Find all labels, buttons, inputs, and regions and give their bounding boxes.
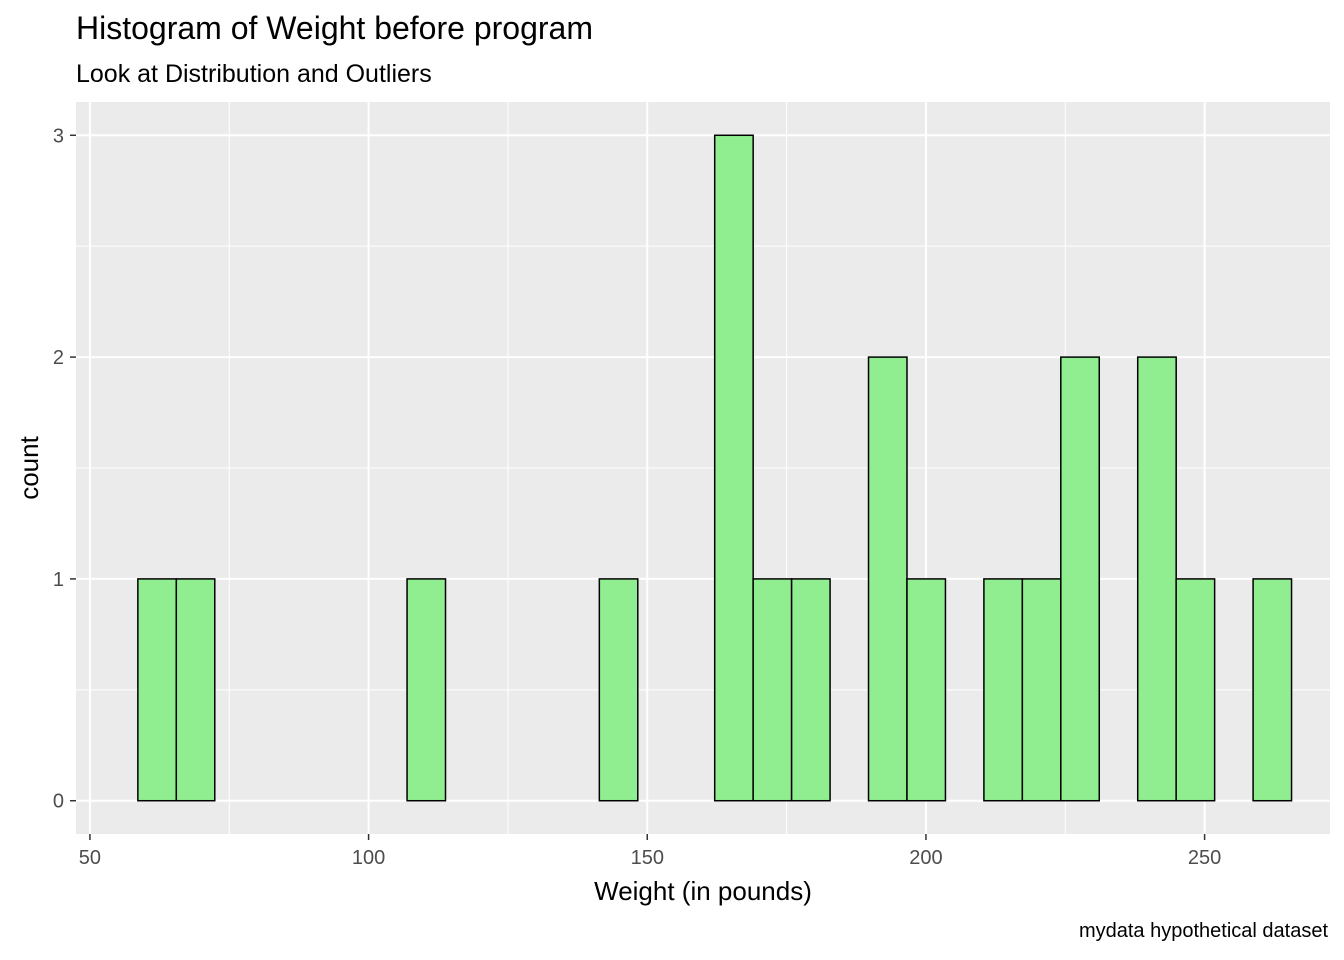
- y-tick-label: 3: [53, 125, 64, 147]
- chart-caption: mydata hypothetical dataset: [1078, 920, 1328, 942]
- histogram-bar: [906, 578, 947, 802]
- x-tick-label: 250: [1188, 847, 1221, 869]
- histogram-bar: [1021, 578, 1062, 802]
- chart-subtitle: Look at Distribution and Outliers: [76, 60, 432, 88]
- chart-title: Histogram of Weight before program: [76, 10, 593, 46]
- histogram-bars: [137, 134, 1293, 802]
- histogram-bar: [406, 578, 447, 802]
- histogram-bar: [1060, 356, 1101, 802]
- histogram-bar: [1136, 356, 1177, 802]
- x-tick-label: 50: [79, 847, 101, 869]
- histogram-bar: [598, 578, 639, 802]
- x-axis-title: Weight (in pounds): [594, 876, 812, 906]
- x-tick-label: 200: [909, 847, 942, 869]
- y-axis: 0 1 2 3: [53, 125, 76, 813]
- histogram-bar: [1175, 578, 1216, 802]
- histogram-bar: [1252, 578, 1293, 802]
- histogram-bar: [752, 578, 793, 802]
- y-tick-label: 1: [53, 569, 64, 591]
- histogram-bar: [175, 578, 216, 802]
- histogram-bar: [713, 134, 754, 802]
- histogram-bar: [790, 578, 831, 802]
- y-tick-label: 2: [53, 347, 64, 369]
- histogram-bar: [867, 356, 908, 802]
- x-tick-label: 100: [352, 847, 385, 869]
- x-axis: 50 100 150 200 250: [79, 834, 1221, 869]
- histogram-bar: [983, 578, 1024, 802]
- y-axis-title: count: [14, 435, 44, 499]
- major-gridlines: [76, 102, 1330, 834]
- y-tick-label: 0: [53, 791, 64, 813]
- histogram-bar: [137, 578, 178, 802]
- x-tick-label: 150: [631, 847, 664, 869]
